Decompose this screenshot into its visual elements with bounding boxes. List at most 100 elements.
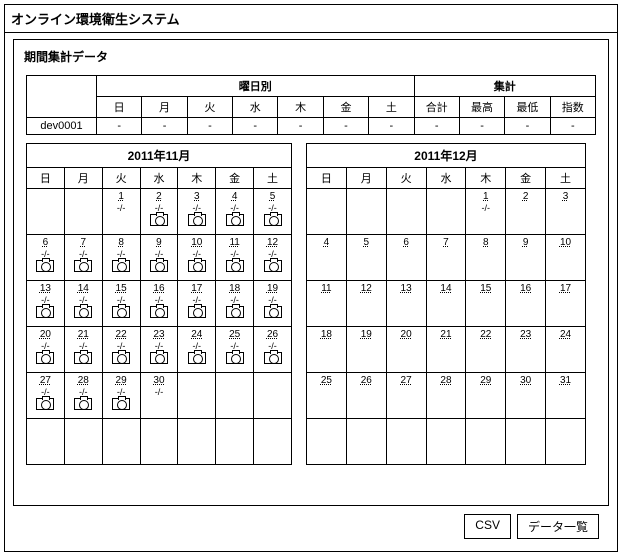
calendar-cell[interactable]: 10-/-: [178, 235, 216, 281]
calendar-cell[interactable]: 6: [386, 235, 426, 281]
calendar-cell[interactable]: 16: [506, 281, 546, 327]
calendar-cell[interactable]: 5-/-: [254, 189, 292, 235]
camera-icon[interactable]: [36, 306, 54, 318]
calendar-cell[interactable]: 11-/-: [216, 235, 254, 281]
camera-icon[interactable]: [112, 306, 130, 318]
calendar-cell[interactable]: 26-/-: [254, 327, 292, 373]
calendar-cell[interactable]: 20: [386, 327, 426, 373]
calendar-cell[interactable]: 24: [546, 327, 586, 373]
calendar-cell[interactable]: 18-/-: [216, 281, 254, 327]
day-number: 4: [308, 236, 345, 249]
camera-icon[interactable]: [188, 260, 206, 272]
calendar-cell[interactable]: 11: [307, 281, 347, 327]
calendar-cell[interactable]: 14: [426, 281, 466, 327]
calendar-cell[interactable]: 27-/-: [27, 373, 65, 419]
calendar-cell[interactable]: 4: [307, 235, 347, 281]
calendar-cell[interactable]: 17: [546, 281, 586, 327]
calendar-cell[interactable]: 28-/-: [64, 373, 102, 419]
camera-icon[interactable]: [264, 352, 282, 364]
calendar-cell[interactable]: 23: [506, 327, 546, 373]
calendar-cell: [386, 419, 426, 465]
month-label-left: 2011年11月: [27, 144, 292, 168]
calendar-cell[interactable]: 26: [346, 373, 386, 419]
csv-button[interactable]: CSV: [464, 514, 511, 539]
calendar-cell[interactable]: 9-/-: [140, 235, 178, 281]
calendar-cell[interactable]: 23-/-: [140, 327, 178, 373]
calendar-cell[interactable]: 24-/-: [178, 327, 216, 373]
calendar-cell: [216, 373, 254, 419]
camera-icon[interactable]: [112, 260, 130, 272]
calendar-cell[interactable]: 31: [546, 373, 586, 419]
calendar-cell[interactable]: 30: [506, 373, 546, 419]
calendar-cell[interactable]: 3: [546, 189, 586, 235]
calendar-cell[interactable]: 21: [426, 327, 466, 373]
calendar-cell[interactable]: 22: [466, 327, 506, 373]
calendar-cell[interactable]: 10: [546, 235, 586, 281]
camera-icon[interactable]: [264, 260, 282, 272]
summary-col-header: 日: [97, 97, 142, 118]
calendar-cell[interactable]: 16-/-: [140, 281, 178, 327]
camera-icon[interactable]: [112, 352, 130, 364]
calendar-cell[interactable]: 12: [346, 281, 386, 327]
calendar-cell[interactable]: 20-/-: [27, 327, 65, 373]
calendar-cell[interactable]: 30-/-: [140, 373, 178, 419]
calendar-cell[interactable]: 6-/-: [27, 235, 65, 281]
calendar-cell[interactable]: 22-/-: [102, 327, 140, 373]
data-list-button[interactable]: データ一覧: [517, 514, 599, 539]
calendar-cell[interactable]: 15: [466, 281, 506, 327]
camera-icon[interactable]: [150, 352, 168, 364]
camera-icon[interactable]: [36, 260, 54, 272]
day-number: 15: [467, 282, 504, 295]
calendar-cell[interactable]: 14-/-: [64, 281, 102, 327]
calendar-cell[interactable]: 2-/-: [140, 189, 178, 235]
calendar-cell[interactable]: 7: [426, 235, 466, 281]
calendar-cell[interactable]: 13: [386, 281, 426, 327]
calendar-cell[interactable]: 2: [506, 189, 546, 235]
camera-icon[interactable]: [112, 398, 130, 410]
calendar-cell[interactable]: 7-/-: [64, 235, 102, 281]
calendar-cell[interactable]: 18: [307, 327, 347, 373]
calendar-cell[interactable]: 9: [506, 235, 546, 281]
calendar-cell[interactable]: 12-/-: [254, 235, 292, 281]
calendar-cell[interactable]: 1-/-: [102, 189, 140, 235]
camera-icon[interactable]: [264, 306, 282, 318]
camera-icon[interactable]: [226, 260, 244, 272]
calendar-cell[interactable]: 1-/-: [466, 189, 506, 235]
calendar-cell[interactable]: 8-/-: [102, 235, 140, 281]
calendar-cell[interactable]: 28: [426, 373, 466, 419]
calendar-cell[interactable]: 5: [346, 235, 386, 281]
camera-icon[interactable]: [36, 398, 54, 410]
camera-icon[interactable]: [226, 352, 244, 364]
calendar-cell[interactable]: 29: [466, 373, 506, 419]
calendar-cell[interactable]: 19: [346, 327, 386, 373]
camera-icon[interactable]: [264, 214, 282, 226]
calendar-cell[interactable]: 25: [307, 373, 347, 419]
calendar-cell[interactable]: 29-/-: [102, 373, 140, 419]
camera-icon[interactable]: [226, 306, 244, 318]
camera-icon[interactable]: [188, 306, 206, 318]
camera-icon[interactable]: [74, 306, 92, 318]
calendar-cell[interactable]: 21-/-: [64, 327, 102, 373]
calendar-cell[interactable]: 15-/-: [102, 281, 140, 327]
calendar-cell[interactable]: 27: [386, 373, 426, 419]
day-number: 14: [428, 282, 465, 295]
calendar-cell[interactable]: 8: [466, 235, 506, 281]
camera-icon[interactable]: [150, 214, 168, 226]
camera-icon[interactable]: [36, 352, 54, 364]
app-title: オンライン環境衛生システム: [5, 5, 617, 33]
camera-icon[interactable]: [74, 260, 92, 272]
camera-icon[interactable]: [188, 352, 206, 364]
camera-icon[interactable]: [150, 260, 168, 272]
calendar-cell[interactable]: 25-/-: [216, 327, 254, 373]
calendar-cell[interactable]: 17-/-: [178, 281, 216, 327]
summary-cell: -: [187, 118, 232, 135]
camera-icon[interactable]: [74, 398, 92, 410]
camera-icon[interactable]: [150, 306, 168, 318]
calendar-cell[interactable]: 3-/-: [178, 189, 216, 235]
camera-icon[interactable]: [226, 214, 244, 226]
camera-icon[interactable]: [188, 214, 206, 226]
calendar-cell[interactable]: 4-/-: [216, 189, 254, 235]
calendar-cell[interactable]: 19-/-: [254, 281, 292, 327]
calendar-cell[interactable]: 13-/-: [27, 281, 65, 327]
camera-icon[interactable]: [74, 352, 92, 364]
